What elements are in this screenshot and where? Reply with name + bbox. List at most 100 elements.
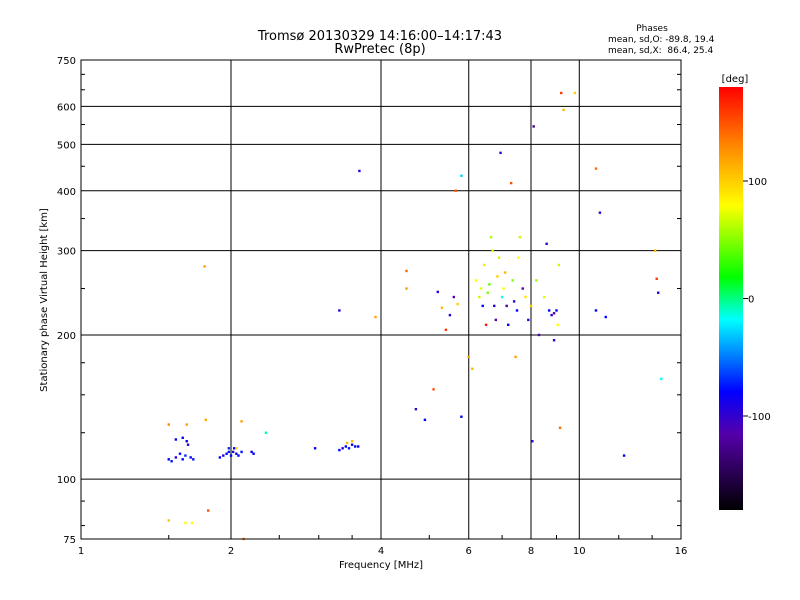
data-point [527, 318, 530, 322]
data-point [604, 315, 607, 319]
data-point [535, 279, 538, 282]
data-point [496, 275, 499, 278]
data-point [440, 306, 444, 309]
data-point [347, 447, 351, 450]
data-point [436, 290, 439, 294]
chart-subtitle: RwPretec (8p) [334, 42, 425, 57]
x-tick-label: 2 [228, 546, 234, 557]
data-point [547, 309, 551, 312]
x-axis-label: Frequency [MHz] [339, 560, 423, 571]
data-point [560, 91, 563, 95]
data-point [502, 287, 505, 290]
data-point [203, 265, 206, 268]
colorbar-ticks: 100 0 -100 [743, 177, 771, 423]
data-point [622, 454, 626, 457]
data-point [192, 458, 195, 461]
data-point [486, 291, 489, 294]
data-point [471, 367, 474, 370]
y-tick-label: 75 [63, 535, 76, 546]
colorbar [719, 87, 743, 510]
data-point [174, 456, 178, 459]
y-tick-label: 100 [57, 475, 76, 486]
data-point [240, 450, 243, 454]
colorbar-tick-label: -100 [748, 412, 771, 423]
data-point [345, 441, 349, 445]
data-point [494, 318, 498, 322]
data-point [432, 388, 435, 391]
stats-o-line: mean, sd,O: -89.8, 19.4 [608, 35, 715, 45]
data-point [552, 312, 556, 315]
data-point [374, 315, 377, 319]
data-point [454, 189, 457, 192]
data-point [358, 169, 361, 173]
y-tick-label: 300 [57, 247, 76, 258]
data-point [414, 407, 418, 411]
data-point [350, 443, 354, 446]
data-point [484, 323, 488, 327]
data-point [222, 454, 225, 457]
data-point [478, 295, 481, 299]
data-point [189, 456, 192, 459]
data-point [518, 235, 522, 239]
data-point [405, 287, 408, 290]
data-point [252, 452, 255, 455]
plot-frame [80, 59, 682, 540]
data-point [353, 445, 357, 448]
data-point [218, 456, 222, 459]
data-point [659, 377, 663, 380]
data-point [488, 283, 491, 286]
data-point [545, 242, 548, 245]
data-point [531, 440, 534, 443]
data-point [167, 519, 170, 522]
data-points [167, 91, 663, 541]
data-point [460, 415, 463, 418]
x-tick-label: 4 [378, 546, 384, 557]
data-point [499, 151, 502, 155]
data-point [594, 309, 598, 312]
data-point [653, 249, 657, 252]
data-point [178, 452, 182, 455]
data-point [344, 445, 348, 448]
data-point [170, 460, 173, 463]
data-point [521, 287, 524, 290]
data-point [594, 167, 598, 170]
data-point [264, 431, 268, 434]
data-point [405, 269, 408, 273]
data-point [509, 181, 513, 185]
data-point [598, 211, 602, 214]
data-point [481, 304, 484, 308]
data-point [515, 309, 519, 312]
colorbar-label: [deg] [722, 74, 749, 85]
data-point [505, 304, 508, 308]
data-point [557, 263, 561, 267]
data-point [356, 445, 360, 448]
data-point [181, 436, 184, 439]
data-point [456, 302, 459, 306]
data-point [542, 295, 546, 299]
data-point [556, 323, 559, 327]
y-tick-label: 600 [57, 102, 76, 113]
data-point [227, 450, 231, 454]
data-point [460, 174, 463, 177]
data-point [497, 256, 501, 259]
data-point [491, 249, 494, 252]
data-point [167, 458, 170, 461]
data-point [562, 108, 565, 112]
data-point [452, 295, 456, 299]
x-tick-label: 1 [78, 546, 84, 557]
data-point [550, 313, 553, 317]
data-point [423, 418, 427, 422]
data-point [493, 304, 496, 308]
data-point [467, 355, 470, 359]
data-point [555, 309, 558, 312]
data-point [231, 450, 235, 454]
data-point [204, 418, 207, 422]
data-point [240, 420, 243, 423]
data-point [185, 423, 188, 426]
data-point [656, 291, 660, 294]
data-point [185, 440, 188, 443]
y-tick-label: 750 [57, 56, 76, 67]
data-point [479, 287, 483, 290]
data-point [229, 454, 233, 457]
